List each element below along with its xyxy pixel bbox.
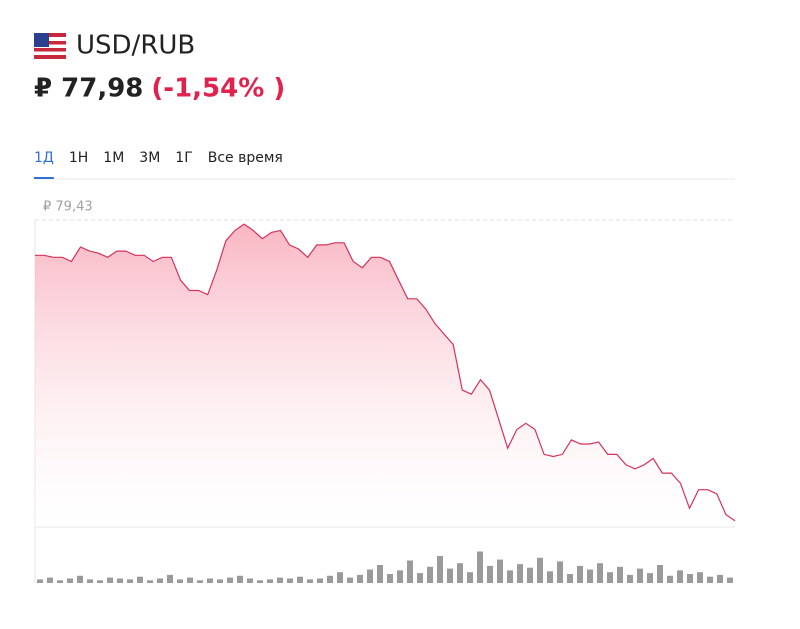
volume-bar <box>57 580 63 583</box>
volume-bar <box>207 578 213 583</box>
volume-bar <box>357 574 363 583</box>
volume-bar <box>287 578 293 583</box>
volume-bar <box>127 579 133 583</box>
volume-bar <box>47 577 53 583</box>
volume-bar <box>67 578 73 583</box>
volume-bar <box>107 577 113 583</box>
volume-bar <box>467 572 473 583</box>
volume-bar <box>487 565 493 583</box>
volume-bar <box>317 578 323 583</box>
volume-bar <box>477 551 483 583</box>
volume-bar <box>177 579 183 583</box>
volume-bar <box>707 576 713 583</box>
volume-bar <box>237 575 243 583</box>
volume-bar <box>617 566 623 583</box>
volume-bar <box>157 578 163 583</box>
volume-bar <box>527 567 533 583</box>
volume-bar <box>627 574 633 583</box>
volume-bar <box>667 575 673 583</box>
volume-bar <box>257 580 263 583</box>
flag-icon <box>34 33 66 59</box>
volume-bar <box>587 569 593 583</box>
volume-bar <box>137 576 143 583</box>
volume-bar <box>687 574 693 583</box>
volume-bar <box>517 564 523 583</box>
volume-bar <box>277 577 283 583</box>
volume-bar <box>387 574 393 583</box>
volume-bar <box>377 565 383 583</box>
tab[interactable]: 1Н <box>69 150 88 166</box>
volume-bar <box>117 578 123 583</box>
volume-bar <box>507 570 513 583</box>
volume-bar <box>337 572 343 583</box>
volume-bar <box>657 565 663 583</box>
volume-bar <box>77 575 83 583</box>
volume-bar <box>427 566 433 583</box>
volume-bar <box>37 579 43 583</box>
volume-bar <box>727 577 733 583</box>
volume-bar <box>597 563 603 583</box>
volume-bar <box>247 578 253 583</box>
volume-bar <box>497 559 503 583</box>
price: ₽ 77,98 <box>34 74 143 104</box>
volume-bar <box>327 575 333 583</box>
volume-bar <box>637 568 643 583</box>
volume-bar <box>537 557 543 583</box>
price-change: (-1,54% ) <box>151 74 285 104</box>
volume-bar <box>417 573 423 583</box>
volume-bar <box>167 574 173 583</box>
volume-bar <box>147 580 153 583</box>
volume-bar <box>367 569 373 583</box>
pair-title: USD/RUB <box>76 31 195 61</box>
volume-bar <box>297 576 303 583</box>
y-tick-label: ₽ 79,43 <box>43 200 93 215</box>
price-line <box>35 223 736 522</box>
volume-bar <box>347 577 353 583</box>
volume-bar <box>397 570 403 583</box>
volume-bar <box>457 563 463 583</box>
volume-bar <box>217 579 223 583</box>
plot: ₽ 79,43 <box>35 200 736 583</box>
volume-bar <box>607 572 613 583</box>
volume-bar <box>87 579 93 583</box>
tab[interactable]: Все время <box>208 150 283 166</box>
volume-bar <box>647 573 653 583</box>
volume-bar <box>567 574 573 583</box>
volume-bar <box>557 561 563 583</box>
tab[interactable]: 1М <box>103 150 124 166</box>
tab[interactable]: 1Д <box>34 150 54 166</box>
volume-bar <box>447 568 453 583</box>
volume-bar <box>677 570 683 583</box>
volume-bar <box>437 556 443 583</box>
price-area <box>35 224 735 527</box>
volume-bar <box>187 577 193 583</box>
volume-bar <box>407 560 413 583</box>
volume-bar <box>307 579 313 583</box>
tab[interactable]: 1Г <box>175 150 192 166</box>
volume-bar <box>547 571 553 583</box>
volume-bar <box>227 577 233 583</box>
tab-bar: 1Д 1Н 1М 3М 1Г Все время <box>34 150 283 179</box>
tab[interactable]: 3М <box>139 150 160 166</box>
volume-bar <box>267 579 273 583</box>
volume-bar <box>717 574 723 583</box>
volume-bar <box>577 565 583 583</box>
volume-bar <box>97 580 103 583</box>
volume-bar <box>697 572 703 583</box>
volume-bar <box>197 580 203 583</box>
